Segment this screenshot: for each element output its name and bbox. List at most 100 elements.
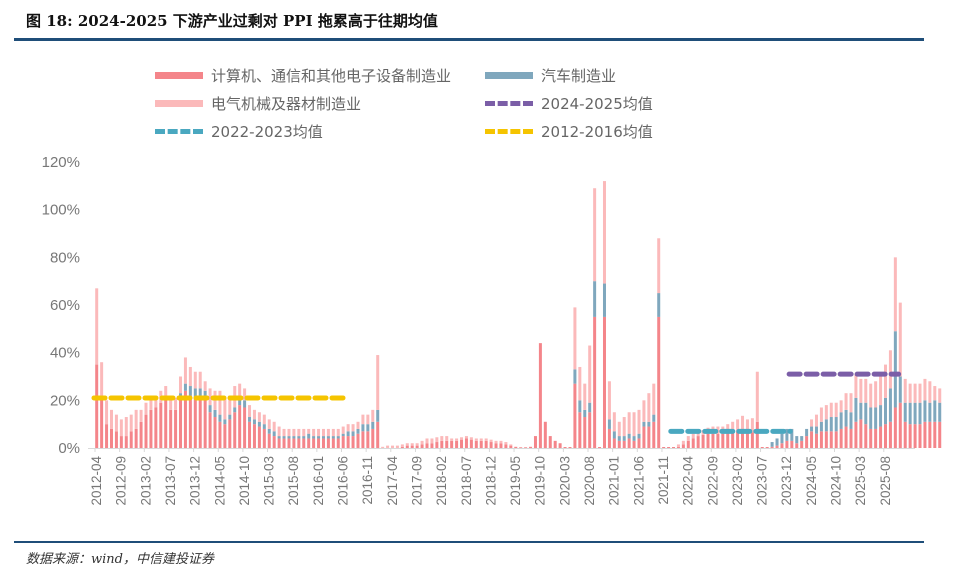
bar-segment: [154, 407, 158, 448]
legend-label: 计算机、通信和其他电子设备制造业: [211, 67, 452, 85]
bar-segment: [361, 424, 365, 432]
bar-segment: [223, 397, 227, 420]
x-tick-label: 2014-10: [237, 456, 252, 506]
bar-segment: [179, 393, 183, 396]
bar-segment: [918, 402, 922, 425]
bottom-rule: [14, 541, 924, 543]
bar-segment: [499, 440, 503, 444]
bar-segment: [893, 257, 897, 332]
bar-segment: [923, 421, 927, 448]
bar-segment: [928, 402, 932, 422]
bar-segment: [307, 438, 311, 448]
bar-segment: [267, 419, 271, 429]
bar-segment: [529, 446, 533, 448]
bar-segment: [287, 436, 291, 439]
bar-segment: [183, 390, 187, 448]
bar-segment: [100, 400, 104, 448]
bar-segment: [149, 400, 153, 410]
bar-segment: [262, 414, 266, 425]
bar-segment: [464, 436, 468, 439]
bar-segment: [484, 440, 488, 448]
bar-segment: [893, 407, 897, 448]
bar-segment: [346, 431, 350, 437]
bar-segment: [583, 409, 587, 418]
bar-segment: [282, 428, 286, 437]
bar-segment: [366, 431, 370, 448]
bar-segment: [193, 371, 197, 389]
legend-dash-avg-2024-2025: [485, 101, 533, 106]
bar-segment: [307, 428, 311, 434]
x-tick-label: 2016-01: [311, 456, 326, 506]
bar-segment: [302, 428, 306, 437]
bar-segment: [538, 343, 542, 448]
bar-segment: [218, 421, 222, 448]
bar-segment: [578, 366, 582, 401]
bar-segment: [805, 436, 809, 448]
bar-segment: [455, 438, 459, 441]
bar-segment: [228, 419, 232, 448]
bar-segment: [839, 400, 843, 413]
bar-segment: [238, 405, 242, 448]
bar-segment: [317, 436, 321, 439]
bar-segment: [356, 428, 360, 434]
bar-segment: [573, 383, 577, 448]
bar-segment: [750, 432, 754, 448]
bar-segment: [252, 424, 256, 448]
bar-segment: [602, 316, 606, 448]
bar-segment: [198, 395, 202, 448]
bar-segment: [95, 364, 99, 448]
bar-segment: [928, 421, 932, 448]
bar-segment: [632, 436, 636, 441]
bar-segment: [139, 421, 143, 448]
y-tick-label: 20%: [50, 392, 80, 409]
bar-segment: [356, 421, 360, 429]
bar-segment: [248, 417, 252, 422]
bar-segment: [119, 419, 123, 437]
bar-segment: [884, 364, 887, 398]
bar-segment: [504, 444, 508, 448]
figure-title: 图 18: 2024-2025 下游产业过剩对 PPI 拖累高于往期均值: [26, 12, 438, 30]
bar-segment: [617, 436, 621, 441]
bar-segment: [785, 440, 789, 448]
bar-segment: [676, 444, 680, 447]
bar-segment: [908, 402, 912, 425]
bar-segment: [179, 395, 183, 448]
bar-segment: [913, 424, 917, 448]
bar-segment: [548, 436, 552, 448]
bar-segment: [622, 417, 626, 437]
bar-segment: [326, 428, 330, 437]
bar-segment: [164, 386, 168, 401]
bar-segment: [292, 438, 296, 448]
legend-dash-avg-2012-2016: [485, 129, 533, 134]
bar-segment: [514, 446, 518, 448]
bar-segment: [543, 421, 547, 448]
bar-segment: [105, 424, 109, 448]
bar-segment: [425, 443, 429, 448]
bar-segment: [326, 436, 330, 439]
bar-segment: [317, 438, 321, 448]
bar-segment: [494, 440, 498, 444]
bar-segment: [884, 424, 887, 448]
bar-segment: [114, 414, 118, 432]
bar-segment: [681, 444, 685, 448]
bar-segment: [844, 409, 848, 427]
bar-segment: [381, 446, 385, 448]
bar-segment: [637, 433, 641, 439]
x-tick-label: 2017-04: [385, 456, 400, 506]
bar-segment: [252, 409, 256, 420]
bar-segment: [351, 424, 355, 432]
bar-segment: [400, 444, 404, 447]
bar-segment: [371, 421, 375, 429]
bar-segment: [371, 409, 375, 422]
bar-segment: [627, 412, 631, 434]
bar-segment: [533, 436, 537, 448]
bar-segment: [415, 443, 419, 446]
bar-segment: [849, 412, 853, 429]
bar-segment: [218, 414, 222, 422]
bar-segment: [469, 437, 473, 440]
x-tick-label: 2014-05: [212, 456, 227, 506]
bar-segment: [257, 421, 261, 427]
bar-segment: [124, 436, 128, 448]
bar-segment: [716, 433, 720, 448]
bar-segment: [257, 426, 261, 448]
